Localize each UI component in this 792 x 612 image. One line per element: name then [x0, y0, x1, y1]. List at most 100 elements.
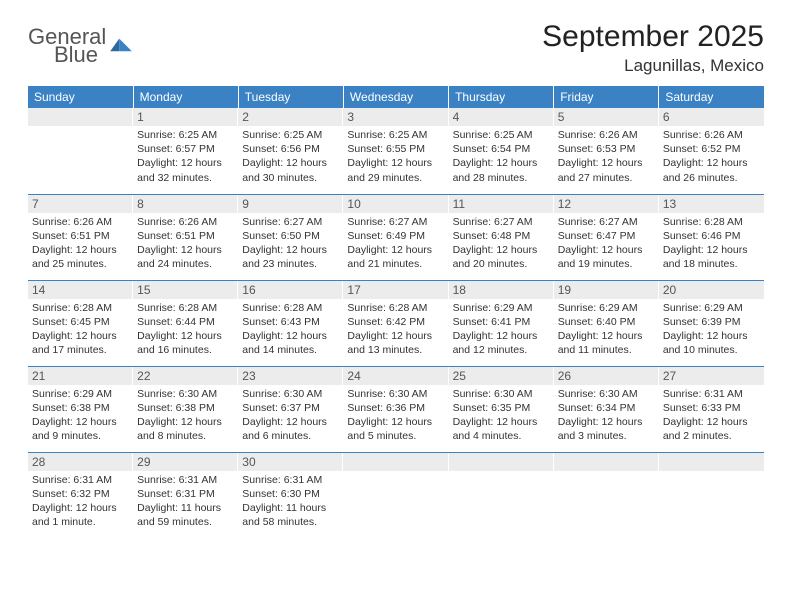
weekday-header: Sunday — [28, 86, 133, 108]
day-content: Sunrise: 6:25 AMSunset: 6:54 PMDaylight:… — [449, 126, 554, 189]
day-number — [449, 453, 554, 471]
weekday-header: Thursday — [449, 86, 554, 108]
day-number: 30 — [238, 453, 343, 471]
day-number: 18 — [449, 281, 554, 299]
calendar-cell: 17Sunrise: 6:28 AMSunset: 6:42 PMDayligh… — [343, 280, 448, 366]
day-content: Sunrise: 6:30 AMSunset: 6:38 PMDaylight:… — [133, 385, 238, 448]
day-number: 25 — [449, 367, 554, 385]
day-number: 11 — [449, 195, 554, 213]
calendar-cell: 4Sunrise: 6:25 AMSunset: 6:54 PMDaylight… — [449, 108, 554, 194]
weekday-header: Monday — [133, 86, 238, 108]
day-number: 1 — [133, 108, 238, 126]
day-number: 20 — [659, 281, 764, 299]
day-content: Sunrise: 6:28 AMSunset: 6:43 PMDaylight:… — [238, 299, 343, 362]
calendar-cell: 9Sunrise: 6:27 AMSunset: 6:50 PMDaylight… — [238, 194, 343, 280]
day-number: 4 — [449, 108, 554, 126]
calendar-cell: 5Sunrise: 6:26 AMSunset: 6:53 PMDaylight… — [554, 108, 659, 194]
day-content — [343, 471, 448, 477]
calendar-cell: 23Sunrise: 6:30 AMSunset: 6:37 PMDayligh… — [238, 366, 343, 452]
day-content: Sunrise: 6:25 AMSunset: 6:57 PMDaylight:… — [133, 126, 238, 189]
calendar-cell: 1Sunrise: 6:25 AMSunset: 6:57 PMDaylight… — [133, 108, 238, 194]
day-number: 3 — [343, 108, 448, 126]
calendar-row: 28Sunrise: 6:31 AMSunset: 6:32 PMDayligh… — [28, 452, 764, 538]
day-content: Sunrise: 6:28 AMSunset: 6:44 PMDaylight:… — [133, 299, 238, 362]
day-number: 24 — [343, 367, 448, 385]
calendar-row: 7Sunrise: 6:26 AMSunset: 6:51 PMDaylight… — [28, 194, 764, 280]
day-content — [449, 471, 554, 477]
calendar-cell: 27Sunrise: 6:31 AMSunset: 6:33 PMDayligh… — [659, 366, 764, 452]
day-number: 28 — [28, 453, 133, 471]
calendar-cell: 13Sunrise: 6:28 AMSunset: 6:46 PMDayligh… — [659, 194, 764, 280]
weekday-header: Saturday — [659, 86, 764, 108]
day-number: 19 — [554, 281, 659, 299]
day-number: 26 — [554, 367, 659, 385]
calendar-cell: 22Sunrise: 6:30 AMSunset: 6:38 PMDayligh… — [133, 366, 238, 452]
day-number: 15 — [133, 281, 238, 299]
day-content: Sunrise: 6:27 AMSunset: 6:49 PMDaylight:… — [343, 213, 448, 276]
calendar-cell: 7Sunrise: 6:26 AMSunset: 6:51 PMDaylight… — [28, 194, 133, 280]
day-content: Sunrise: 6:31 AMSunset: 6:30 PMDaylight:… — [238, 471, 343, 534]
calendar-cell: 28Sunrise: 6:31 AMSunset: 6:32 PMDayligh… — [28, 452, 133, 538]
day-content: Sunrise: 6:27 AMSunset: 6:50 PMDaylight:… — [238, 213, 343, 276]
day-number: 17 — [343, 281, 448, 299]
day-number — [28, 108, 133, 126]
calendar-cell: 20Sunrise: 6:29 AMSunset: 6:39 PMDayligh… — [659, 280, 764, 366]
calendar-cell: 18Sunrise: 6:29 AMSunset: 6:41 PMDayligh… — [449, 280, 554, 366]
day-content: Sunrise: 6:31 AMSunset: 6:33 PMDaylight:… — [659, 385, 764, 448]
calendar-cell: 16Sunrise: 6:28 AMSunset: 6:43 PMDayligh… — [238, 280, 343, 366]
day-content: Sunrise: 6:30 AMSunset: 6:35 PMDaylight:… — [449, 385, 554, 448]
day-number: 27 — [659, 367, 764, 385]
day-content: Sunrise: 6:26 AMSunset: 6:51 PMDaylight:… — [28, 213, 133, 276]
calendar-cell: 26Sunrise: 6:30 AMSunset: 6:34 PMDayligh… — [554, 366, 659, 452]
calendar-cell-empty — [659, 452, 764, 538]
day-number: 14 — [28, 281, 133, 299]
day-number: 21 — [28, 367, 133, 385]
day-content: Sunrise: 6:30 AMSunset: 6:34 PMDaylight:… — [554, 385, 659, 448]
day-content: Sunrise: 6:25 AMSunset: 6:56 PMDaylight:… — [238, 126, 343, 189]
calendar-cell: 19Sunrise: 6:29 AMSunset: 6:40 PMDayligh… — [554, 280, 659, 366]
day-content: Sunrise: 6:25 AMSunset: 6:55 PMDaylight:… — [343, 126, 448, 189]
day-content: Sunrise: 6:28 AMSunset: 6:42 PMDaylight:… — [343, 299, 448, 362]
day-number: 7 — [28, 195, 133, 213]
day-number: 22 — [133, 367, 238, 385]
calendar-cell: 30Sunrise: 6:31 AMSunset: 6:30 PMDayligh… — [238, 452, 343, 538]
day-number: 10 — [343, 195, 448, 213]
day-number: 6 — [659, 108, 764, 126]
calendar-cell-empty — [554, 452, 659, 538]
calendar-row: 14Sunrise: 6:28 AMSunset: 6:45 PMDayligh… — [28, 280, 764, 366]
calendar-cell: 8Sunrise: 6:26 AMSunset: 6:51 PMDaylight… — [133, 194, 238, 280]
calendar-cell: 3Sunrise: 6:25 AMSunset: 6:55 PMDaylight… — [343, 108, 448, 194]
day-content — [554, 471, 659, 477]
day-number: 12 — [554, 195, 659, 213]
day-number: 29 — [133, 453, 238, 471]
day-content: Sunrise: 6:26 AMSunset: 6:51 PMDaylight:… — [133, 213, 238, 276]
calendar-cell: 14Sunrise: 6:28 AMSunset: 6:45 PMDayligh… — [28, 280, 133, 366]
calendar-cell: 21Sunrise: 6:29 AMSunset: 6:38 PMDayligh… — [28, 366, 133, 452]
weekday-header: Tuesday — [238, 86, 343, 108]
day-content: Sunrise: 6:28 AMSunset: 6:46 PMDaylight:… — [659, 213, 764, 276]
day-content: Sunrise: 6:31 AMSunset: 6:31 PMDaylight:… — [133, 471, 238, 534]
calendar-row: 1Sunrise: 6:25 AMSunset: 6:57 PMDaylight… — [28, 108, 764, 194]
day-content: Sunrise: 6:30 AMSunset: 6:37 PMDaylight:… — [238, 385, 343, 448]
calendar-cell: 6Sunrise: 6:26 AMSunset: 6:52 PMDaylight… — [659, 108, 764, 194]
calendar-cell-empty — [343, 452, 448, 538]
weekday-header-row: SundayMondayTuesdayWednesdayThursdayFrid… — [28, 86, 764, 108]
page-title: September 2025 — [542, 20, 764, 54]
calendar-cell: 2Sunrise: 6:25 AMSunset: 6:56 PMDaylight… — [238, 108, 343, 194]
calendar-cell: 24Sunrise: 6:30 AMSunset: 6:36 PMDayligh… — [343, 366, 448, 452]
calendar-cell: 10Sunrise: 6:27 AMSunset: 6:49 PMDayligh… — [343, 194, 448, 280]
calendar-cell: 25Sunrise: 6:30 AMSunset: 6:35 PMDayligh… — [449, 366, 554, 452]
calendar-cell: 15Sunrise: 6:28 AMSunset: 6:44 PMDayligh… — [133, 280, 238, 366]
weekday-header: Friday — [554, 86, 659, 108]
header: General Blue September 2025 Lagunillas, … — [28, 20, 764, 76]
day-number — [554, 453, 659, 471]
day-content: Sunrise: 6:29 AMSunset: 6:38 PMDaylight:… — [28, 385, 133, 448]
day-content: Sunrise: 6:31 AMSunset: 6:32 PMDaylight:… — [28, 471, 133, 534]
day-number — [343, 453, 448, 471]
calendar-cell: 11Sunrise: 6:27 AMSunset: 6:48 PMDayligh… — [449, 194, 554, 280]
day-number: 23 — [238, 367, 343, 385]
calendar-cell-empty — [28, 108, 133, 194]
calendar-cell-empty — [449, 452, 554, 538]
day-content: Sunrise: 6:26 AMSunset: 6:53 PMDaylight:… — [554, 126, 659, 189]
day-content: Sunrise: 6:29 AMSunset: 6:39 PMDaylight:… — [659, 299, 764, 362]
